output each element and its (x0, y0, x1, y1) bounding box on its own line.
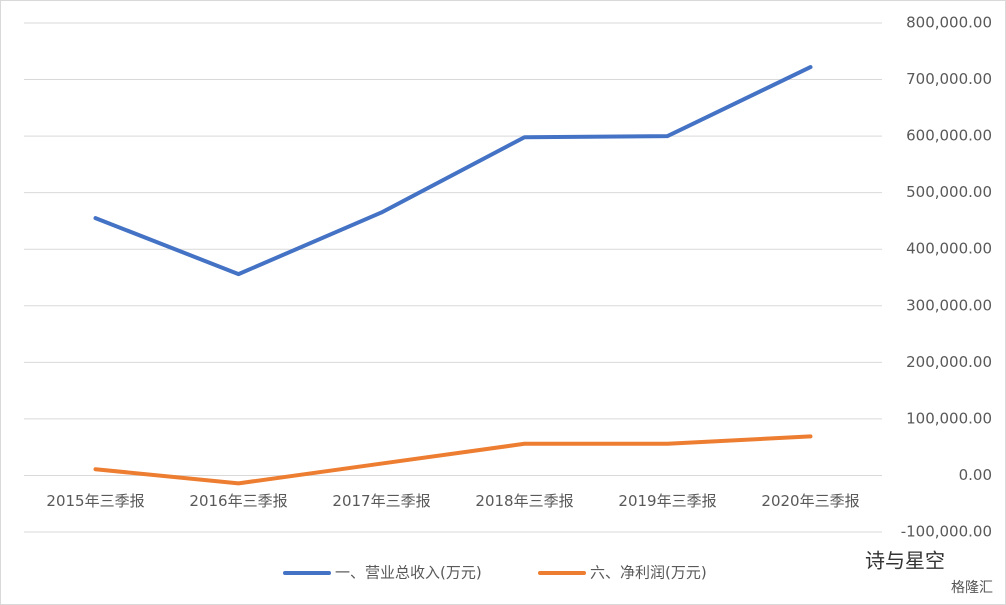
y-tick-label: 200,000.00 (906, 353, 992, 371)
y-tick-label: 500,000.00 (906, 183, 992, 201)
legend-label: 一、营业总收入(万元) (335, 564, 482, 582)
x-tick-label: 2017年三季报 (332, 492, 430, 510)
y-tick-label: 300,000.00 (906, 296, 992, 314)
x-tick-label: 2020年三季报 (761, 492, 859, 510)
y-tick-label: 700,000.00 (906, 70, 992, 88)
y-tick-label: 400,000.00 (906, 240, 992, 258)
line-series (93, 434, 813, 486)
x-tick-label: 2015年三季报 (46, 492, 144, 510)
x-tick-label: 2019年三季报 (618, 492, 716, 510)
y-tick-label: 800,000.00 (906, 14, 992, 32)
x-tick-label: 2016年三季报 (189, 492, 287, 510)
source: 格隆汇 (951, 580, 993, 596)
y-tick-label: 0.00 (959, 466, 992, 484)
watermark: 诗与星空 (865, 549, 945, 573)
x-tick-label: 2018年三季报 (475, 492, 573, 510)
legend-label: 六、净利润(万元) (590, 564, 707, 582)
y-tick-label: 100,000.00 (906, 409, 992, 427)
line-series (93, 65, 813, 277)
y-tick-label: 600,000.00 (906, 127, 992, 145)
y-tick-label: -100,000.00 (901, 523, 992, 541)
